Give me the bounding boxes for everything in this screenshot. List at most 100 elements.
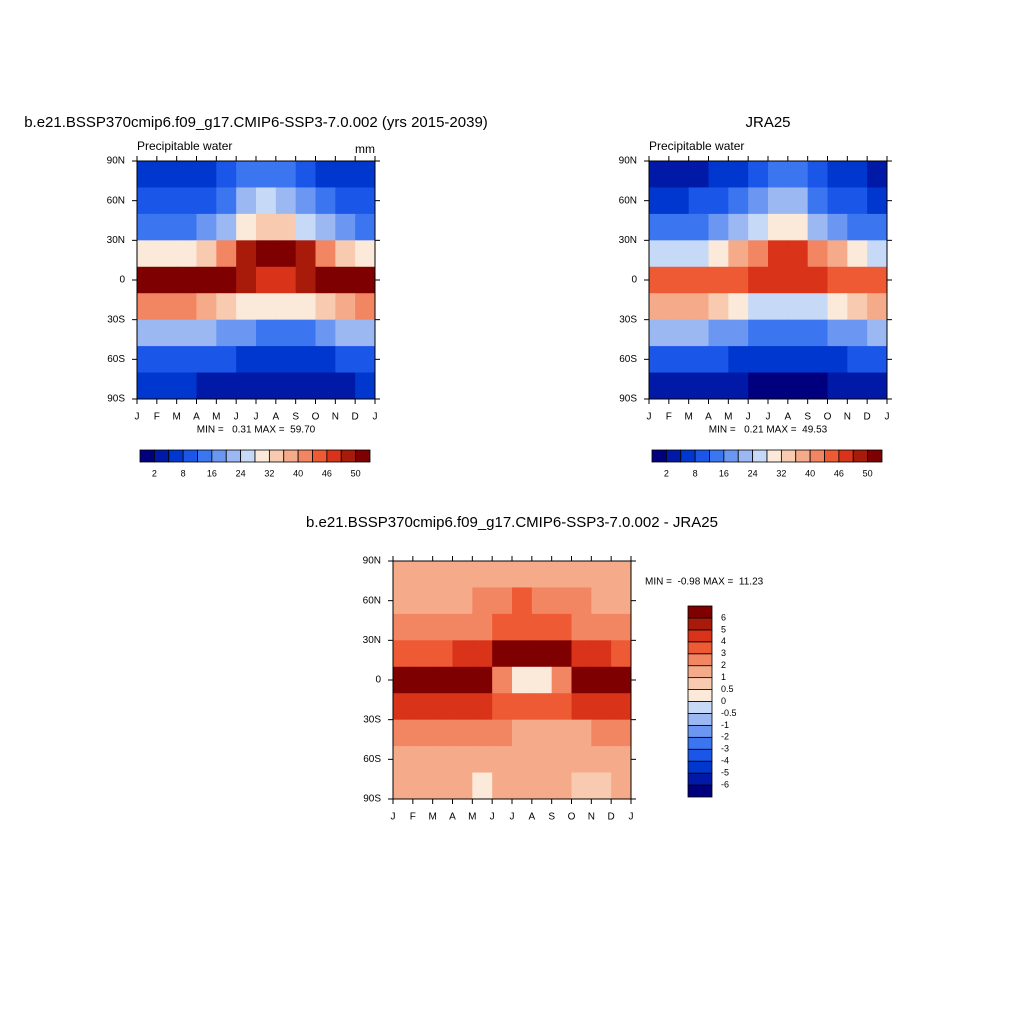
contour-cell [412, 666, 434, 694]
contour-cell [335, 187, 356, 215]
colorbar-box [687, 689, 713, 702]
colorbar-box [687, 724, 713, 738]
contour-cell [512, 587, 533, 615]
contour-cell [393, 746, 414, 774]
x-tick-label: J [254, 412, 259, 423]
x-tick-label: N [588, 812, 595, 823]
colorbar-box [809, 449, 825, 463]
x-tick-label: J [647, 412, 652, 423]
colorbar-label: 16 [719, 468, 729, 478]
contour-cell [275, 161, 297, 188]
colorbar-label: 50 [863, 468, 873, 478]
contour-cell [728, 266, 749, 294]
colorbar-box [867, 449, 883, 463]
x-tick-label: J [746, 412, 751, 423]
contour-cell [412, 640, 434, 668]
x-tick-label: J [490, 812, 495, 823]
contour-cell [256, 319, 277, 347]
colorbar-box [197, 449, 213, 463]
colorbar-box [687, 713, 713, 726]
contour-cell [472, 587, 493, 615]
contour-cell [768, 319, 789, 347]
x-tick-label: A [449, 812, 456, 823]
contour-cell [668, 161, 690, 188]
x-tick-label: J [766, 412, 771, 423]
contour-cell [551, 719, 572, 747]
contour-cell [571, 613, 592, 641]
contour-cell [531, 587, 553, 615]
contour-cell [571, 772, 592, 800]
contour-cell [315, 293, 336, 321]
contour-cell [355, 161, 376, 188]
contour-cell [827, 187, 848, 215]
contour-cell [688, 266, 709, 294]
y-tick-label: 30S [363, 714, 381, 725]
colorbar-label: 4 [721, 636, 726, 646]
contour-cell [432, 587, 453, 615]
contour-cell [668, 266, 690, 294]
contour-cell [867, 266, 888, 294]
colorbar-box [780, 449, 797, 463]
contour-cell [156, 187, 178, 215]
contour-cell [216, 266, 237, 294]
colorbar-box [687, 629, 713, 643]
contour-cell [551, 640, 572, 668]
contour-cell [412, 693, 434, 721]
contour-cell [355, 293, 376, 321]
contour-cell [571, 640, 592, 668]
y-tick-label: 60S [363, 754, 381, 765]
colorbar-label: 3 [721, 648, 726, 658]
x-tick-label: F [666, 412, 672, 423]
contour-cell [728, 372, 749, 400]
contour-cell [315, 213, 336, 241]
colorbar-box [687, 605, 713, 619]
contour-cell [787, 240, 809, 268]
y-tick-label: 30S [619, 314, 637, 325]
contour-cell [216, 293, 237, 321]
contour-cell [768, 213, 789, 241]
contour-cell [728, 319, 749, 347]
contour-cell [432, 640, 453, 668]
x-tick-label: M [724, 412, 732, 423]
contour-cell [295, 213, 316, 241]
contour-cell [768, 372, 789, 400]
contour-cell [571, 561, 592, 588]
x-tick-label: D [608, 812, 615, 823]
contour-cell [688, 372, 709, 400]
contour-cell [847, 213, 868, 241]
contour-cell [452, 693, 473, 721]
contour-cell [591, 640, 612, 668]
contour-cell [137, 161, 158, 188]
panel-title: b.e21.BSSP370cmip6.f09_g17.CMIP6-SSP3-7.… [306, 514, 718, 531]
x-tick-label: F [154, 412, 160, 423]
x-tick-label: A [272, 412, 279, 423]
colorbar-box [687, 665, 713, 679]
contour-cell [531, 719, 553, 747]
contour-cell [452, 613, 473, 641]
contour-cell [847, 161, 868, 188]
contour-cell [748, 266, 769, 294]
contour-cell [668, 372, 690, 400]
colorbar-box [326, 449, 342, 463]
contour-cell [452, 587, 473, 615]
colorbar-box [182, 449, 198, 463]
contour-cell [847, 319, 868, 347]
contour-cell [847, 187, 868, 215]
contour-cell [137, 240, 158, 268]
contour-cell [591, 693, 612, 721]
colorbar-box [687, 736, 713, 750]
contour-cell [335, 213, 356, 241]
contour-cell [492, 693, 513, 721]
contour-cell [452, 746, 473, 774]
colorbar-box [687, 677, 713, 690]
contour-cell [156, 213, 178, 241]
colorbar-label: 40 [293, 468, 303, 478]
x-tick-label: A [784, 412, 791, 423]
x-tick-label: N [844, 412, 851, 423]
contour-cell [236, 372, 257, 400]
contour-cell [787, 293, 809, 321]
contour-cell [137, 213, 158, 241]
colorbar-box [687, 772, 713, 786]
contour-cell [708, 240, 729, 268]
colorbar-label: -4 [721, 756, 729, 766]
